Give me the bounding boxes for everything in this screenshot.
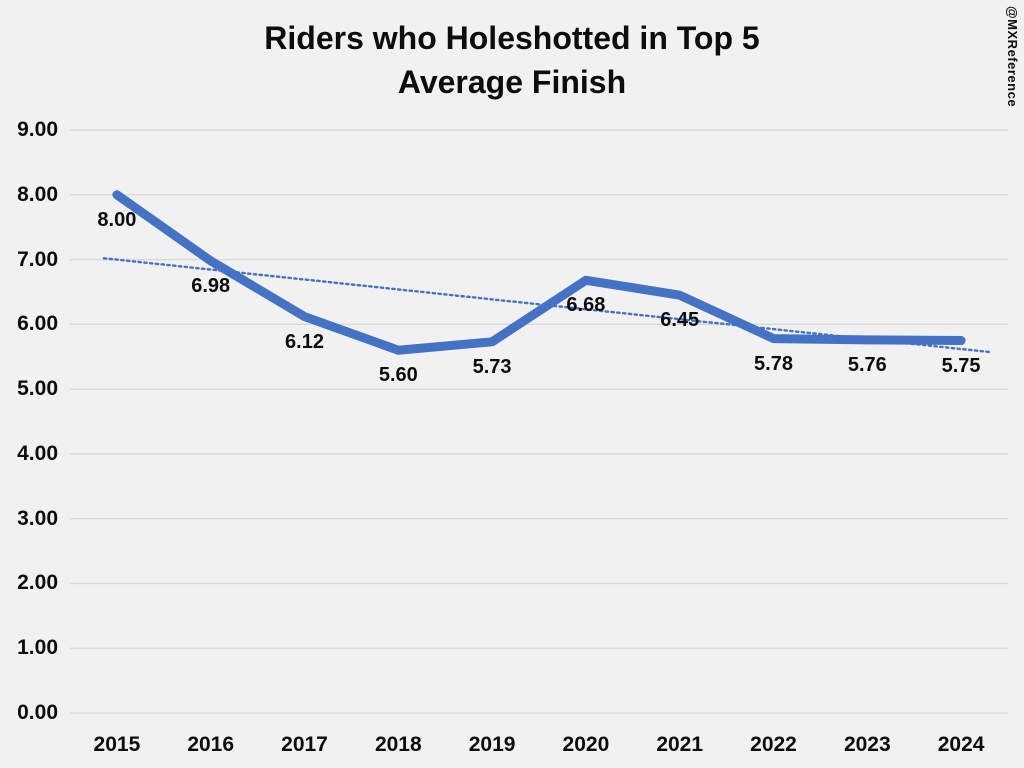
data-label-2018: 5.60	[378, 364, 418, 387]
data-label-2020: 6.68	[566, 294, 606, 317]
x-tick-2017: 2017	[281, 733, 328, 756]
y-tick-0.00: 0.00	[17, 701, 58, 724]
chart-title: Riders who Holeshotted in Top 5 Average …	[0, 16, 1024, 104]
y-tick-7.00: 7.00	[17, 247, 58, 271]
x-tick-2015: 2015	[93, 733, 141, 756]
y-tick-9.00: 9.00	[17, 118, 58, 141]
x-tick-2020: 2020	[562, 733, 610, 756]
x-tick-2023: 2023	[843, 733, 891, 756]
x-tick-2018: 2018	[374, 733, 422, 756]
chart-title-line-2: Average Finish	[397, 64, 627, 100]
series-line-average-finish	[112, 190, 966, 355]
data-label-2019: 5.73	[472, 355, 512, 378]
chart-title-line-1: Riders who Holeshotted in Top 5	[264, 20, 760, 56]
x-tick-2016: 2016	[187, 733, 235, 756]
data-label-2015: 8.00	[97, 208, 137, 231]
data-label-2024: 5.75	[941, 354, 981, 377]
data-label-2023: 5.76	[847, 353, 887, 376]
y-tick-3.00: 3.00	[17, 506, 58, 530]
x-tick-2021: 2021	[656, 733, 704, 756]
y-tick-6.00: 6.00	[17, 312, 58, 336]
y-tick-2.00: 2.00	[17, 571, 58, 595]
watermark-credit: @MXReference	[1005, 6, 1020, 108]
data-label-2021: 6.45	[660, 309, 700, 332]
x-tick-2024: 2024	[937, 733, 985, 756]
y-tick-8.00: 8.00	[17, 182, 58, 206]
y-tick-4.00: 4.00	[17, 441, 58, 465]
x-tick-2019: 2019	[468, 733, 516, 756]
y-tick-1.00: 1.00	[17, 636, 58, 660]
data-label-2016: 6.98	[191, 274, 231, 297]
x-tick-2022: 2022	[750, 733, 797, 756]
data-label-2017: 6.12	[285, 330, 324, 353]
data-label-2022: 5.78	[754, 352, 793, 375]
y-tick-5.00: 5.00	[17, 377, 58, 401]
